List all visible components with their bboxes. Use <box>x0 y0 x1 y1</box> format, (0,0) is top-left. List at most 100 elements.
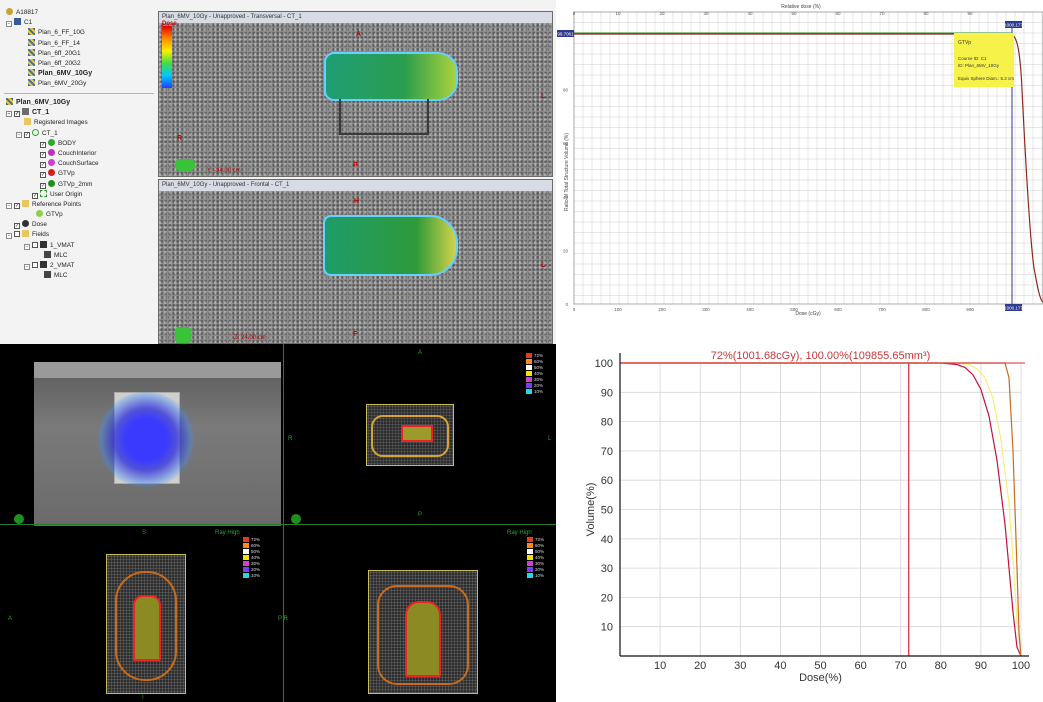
legend-item: 30% <box>527 560 551 566</box>
beam-eye-view[interactable] <box>366 404 454 466</box>
collapse-toggle[interactable]: − <box>24 264 30 270</box>
mlc-item[interactable]: MLC <box>6 250 156 261</box>
structure-item[interactable]: ✓ CouchInterior <box>6 148 156 159</box>
x-tick-label: 70 <box>895 660 907 672</box>
transversal-view[interactable]: Plan_6MV_10Gy - Unapproved - Transversal… <box>158 11 553 177</box>
reference-point-item[interactable]: GTVp <box>6 210 156 220</box>
body-orientation-icon <box>175 159 195 171</box>
legend-item: 50% <box>527 548 551 554</box>
patient-root[interactable]: A18817 <box>6 8 156 18</box>
structure-color-icon <box>48 179 55 187</box>
x-tick-label: 100 <box>614 307 622 312</box>
sagittal-dose-view[interactable] <box>368 570 478 694</box>
legend-item: 20% <box>527 566 551 572</box>
top-value-marker-label: 1000.177 <box>1004 23 1023 28</box>
dose-item[interactable]: ✓ Dose <box>6 220 156 230</box>
structure-label: CouchInterior <box>58 149 97 157</box>
dose-wash <box>323 215 458 276</box>
x-tick-label: 900 <box>966 307 974 312</box>
structure-color-icon <box>48 138 55 146</box>
legend-value: 50% <box>534 364 544 370</box>
checkbox[interactable]: ✓ <box>40 151 46 158</box>
divider-horizontal <box>0 524 556 525</box>
legend-item: 60% <box>527 542 551 548</box>
legend-value: 20% <box>251 566 261 572</box>
fields-node[interactable]: − Fields <box>6 230 156 240</box>
frontal-view[interactable]: Plan_6MV_10Gy - Unapproved - Frontal - C… <box>158 179 553 344</box>
legend-swatch <box>526 364 532 370</box>
collapse-toggle[interactable]: − <box>24 243 30 250</box>
collapse-toggle[interactable]: − <box>16 131 22 138</box>
plan-item[interactable]: Plan_6_FF_14 <box>6 38 156 49</box>
legend-value: 20% <box>534 382 544 388</box>
course-icon <box>14 18 21 26</box>
plan-item[interactable]: Plan_6MV_20Gy <box>6 79 156 89</box>
chart-title: 72%(1001.68cGy), 100.00%(109855.65mm³) <box>711 350 931 362</box>
coronal-dose-view[interactable] <box>106 554 186 694</box>
plan-item-active[interactable]: Plan_6MV_10Gy <box>6 69 156 79</box>
checkbox[interactable]: ✓ <box>40 141 46 148</box>
ct-image[interactable]: Dose A P R L Y: -34.00 cm <box>159 21 552 176</box>
mlc-item[interactable]: MLC <box>6 271 156 281</box>
legend-swatch <box>243 542 249 548</box>
checkbox[interactable]: ✓ <box>40 172 46 179</box>
plan-icon <box>28 48 35 56</box>
collapse-toggle[interactable]: − <box>6 111 12 118</box>
legend-swatch <box>527 566 533 572</box>
dvh-chart-panel: 10 20 30 40 50 60 70 80 90 100 10 20 30 40 50 60 70 80 90 1… <box>556 344 1043 702</box>
field-item[interactable]: − 1_VMAT <box>6 240 156 251</box>
checkbox[interactable]: ✓ <box>14 202 20 209</box>
plan-item[interactable]: Plan_6ff_20G1 <box>6 48 156 59</box>
reference-points-node[interactable]: − ✓ Reference Points <box>6 199 156 210</box>
legend-swatch <box>243 572 249 578</box>
legend-swatch <box>526 376 532 382</box>
structure-set-node[interactable]: − ✓ CT_1 <box>6 128 156 139</box>
plan-label: Plan_6ff_20G1 <box>38 49 81 57</box>
collapse-toggle[interactable]: − <box>6 21 12 28</box>
structure-item[interactable]: ✓ GTVp_2mm <box>6 179 156 190</box>
dvh-chart[interactable]: 10 20 30 40 50 60 70 80 90 100 10 20 30 40 50 60 70 80 90 1… <box>556 344 1043 702</box>
x-tick-label: 90 <box>975 660 987 672</box>
checkbox[interactable]: ✓ <box>24 131 30 138</box>
ct-node[interactable]: − ✓ CT_1 <box>6 108 156 118</box>
dvh-grid-chart[interactable]: 0100200300400500600700800900100001020304… <box>556 0 1043 344</box>
legend-swatch <box>526 370 532 376</box>
active-plan-header[interactable]: Plan_6MV_10Gy <box>6 98 156 108</box>
x-tick-label: 0 <box>573 307 576 312</box>
checkbox[interactable]: ✓ <box>32 192 38 199</box>
x-tick-label: 100 <box>1012 660 1030 672</box>
planning-panel: A18817 − C1 Plan_6_FF_10G Plan_6_FF_14 Pl… <box>0 0 556 344</box>
checkbox[interactable]: ✓ <box>14 223 20 230</box>
isodose-line <box>371 415 449 457</box>
legend-value: 50% <box>535 548 545 554</box>
folder-icon <box>22 199 29 207</box>
field-item[interactable]: − 2_VMAT <box>6 261 156 271</box>
plan-item[interactable]: Plan_6_FF_10G <box>6 28 156 38</box>
checkbox[interactable]: ✓ <box>40 182 46 189</box>
left-value-marker <box>557 30 574 37</box>
structure-item[interactable]: ✓ BODY <box>6 138 156 149</box>
registered-images-node[interactable]: Registered Images <box>6 118 156 128</box>
collapse-toggle[interactable]: − <box>6 202 12 209</box>
user-origin-item[interactable]: ✓ User Origin <box>6 189 156 200</box>
orientation-bottom: P <box>353 162 358 169</box>
course-node[interactable]: − C1 <box>6 18 156 28</box>
reference-point-icon <box>36 210 43 218</box>
beam-3d-view[interactable] <box>34 362 281 526</box>
orientation-r: R <box>288 436 293 442</box>
checkbox[interactable]: ✓ <box>40 162 46 169</box>
y-tick-label: 40 <box>601 534 613 546</box>
dvh-series-line <box>620 362 1022 657</box>
checkbox[interactable] <box>14 231 20 238</box>
ct-image[interactable]: H F L Z: 24.00 cm <box>159 191 552 343</box>
collapse-toggle[interactable]: − <box>6 233 12 240</box>
structure-item[interactable]: ✓ GTVp <box>6 169 156 179</box>
legend-item: 40% <box>527 554 551 560</box>
structure-label: GTVp_2mm <box>58 180 93 188</box>
checkbox[interactable] <box>32 262 38 268</box>
legend-item: 60% <box>243 542 267 548</box>
structure-item[interactable]: ✓ CouchSurface <box>6 159 156 169</box>
checkbox[interactable]: ✓ <box>14 111 20 118</box>
plan-item[interactable]: Plan_6ff_20G2 <box>6 58 156 69</box>
checkbox[interactable] <box>32 241 38 248</box>
